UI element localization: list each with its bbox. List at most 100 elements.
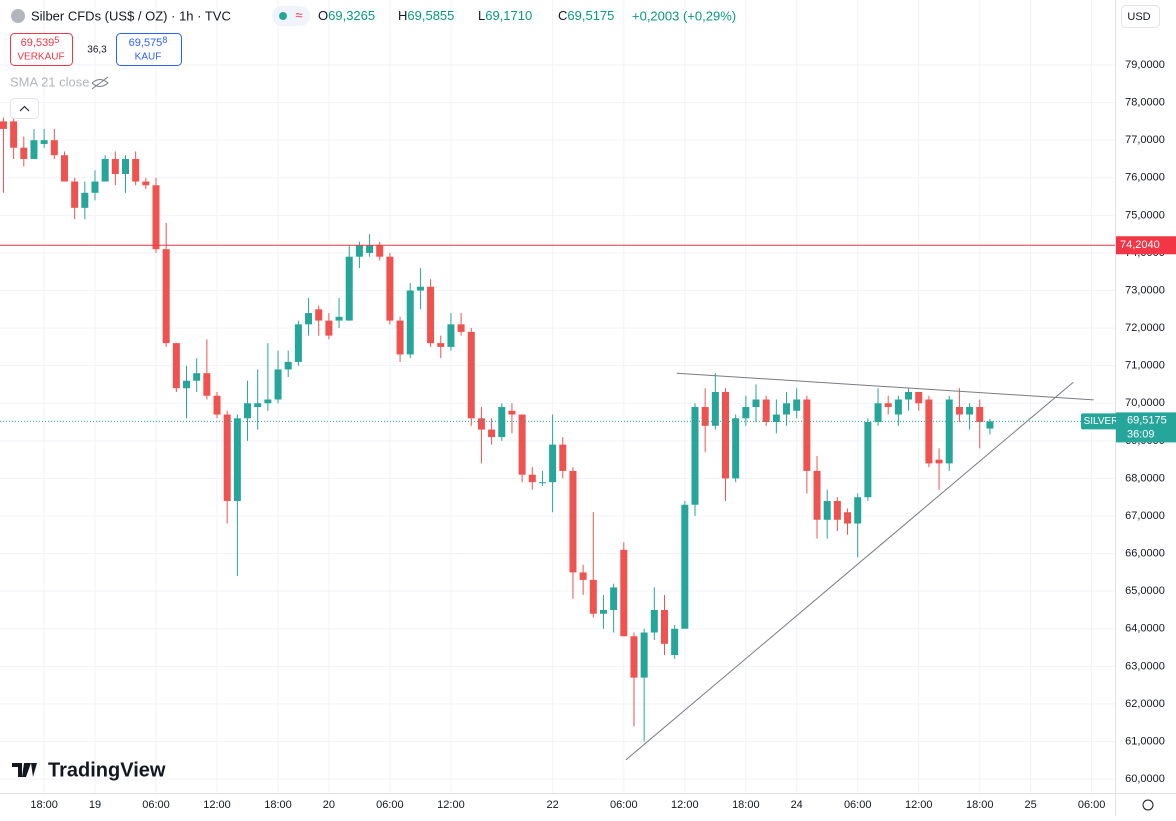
candle-body [783, 403, 791, 415]
candle-body [264, 399, 272, 404]
candle-body [355, 245, 363, 257]
candle-body [803, 399, 811, 471]
candle-body [742, 407, 750, 419]
collapse-button[interactable] [10, 98, 39, 119]
candle-body [518, 414, 526, 475]
candle-body [894, 399, 902, 415]
candle-body [498, 407, 506, 438]
candle-body [711, 391, 719, 426]
candle-body [538, 482, 546, 484]
currency-button[interactable] [1121, 5, 1160, 28]
horizontal-line-label: 74,2040 [1120, 239, 1160, 251]
sell-label: VERKAUF [17, 52, 64, 63]
buy-button[interactable] [116, 33, 182, 66]
sell-button[interactable] [10, 33, 73, 66]
candle-body [833, 500, 841, 520]
ohlc-prefix: H [398, 8, 407, 23]
candle-body [366, 245, 374, 253]
candle-body [91, 181, 99, 193]
hide-icon[interactable] [91, 76, 109, 90]
x-tick-label: 22 [546, 799, 558, 811]
buy-price: 69,5758 [129, 35, 168, 49]
candle-body [437, 343, 445, 347]
y-tick-label: 67,0000 [1125, 510, 1165, 522]
candle-body [620, 549, 628, 637]
candle-body [335, 316, 343, 321]
candle-body [854, 497, 862, 524]
candle-body [945, 399, 953, 464]
y-tick-label: 64,0000 [1125, 623, 1165, 635]
candle-body [660, 609, 668, 644]
candle-body [691, 407, 699, 505]
candle-body [193, 373, 201, 381]
candle-body [111, 158, 119, 175]
candle-body [905, 391, 913, 400]
candle-body [844, 512, 852, 524]
candle-body [274, 369, 282, 400]
candle-body [20, 147, 28, 159]
candle-body [447, 324, 455, 347]
candle-body [864, 422, 872, 498]
candle-body [396, 320, 404, 355]
trend-line [625, 381, 1074, 761]
candle-body [467, 331, 475, 419]
status-pill[interactable] [272, 6, 310, 26]
candle-body [915, 391, 923, 404]
ohlc-value: 69,3265 [328, 8, 375, 23]
candle-body [233, 418, 241, 501]
candle-body [752, 399, 760, 408]
candle-body [935, 459, 943, 464]
candle-body [813, 470, 821, 520]
candle-body [986, 421, 994, 429]
x-tick-label: 06:00 [610, 799, 638, 811]
logo-text: TradingView [48, 759, 166, 781]
candle-body [60, 155, 68, 182]
candle-body [640, 632, 648, 678]
candle-body [793, 399, 801, 411]
indicator-label: SMA 21 close [10, 74, 90, 89]
x-tick-label: 18:00 [732, 799, 760, 811]
ohlc-values: O69,3265 H69,5855 L69,1710 C69,5175 +0,2003 … [318, 8, 736, 23]
last-price-label: 69,5175 [1127, 414, 1167, 426]
candle-body [925, 399, 933, 464]
candle-body [71, 181, 79, 208]
settings-icon[interactable] [1142, 799, 1154, 811]
candle-body [599, 609, 607, 614]
marks [0, 117, 1115, 761]
candle-body [132, 158, 140, 182]
x-tick-label: 06:00 [142, 799, 170, 811]
y-tick-label: 72,0000 [1125, 322, 1165, 334]
sell-price-main: 69,539 [21, 37, 55, 49]
x-tick-label: 12:00 [203, 799, 231, 811]
ohlc-item: O69,3265 [318, 8, 375, 23]
candle-body [610, 587, 618, 610]
y-tick-label: 78,0000 [1125, 97, 1165, 109]
y-tick-label: 60,0000 [1125, 773, 1165, 785]
candle-body [549, 444, 557, 483]
market-open-dot [279, 12, 287, 20]
candle-body [701, 407, 709, 426]
candle-body [823, 500, 831, 520]
candle-body [386, 256, 394, 321]
x-tick-label: 12:00 [671, 799, 699, 811]
x-tick-label: 18:00 [30, 799, 58, 811]
symbol-tag: SILVER [1084, 416, 1119, 427]
symbol-icon [11, 9, 25, 23]
ohlc-item: C69,5175 [558, 8, 614, 23]
y-tick-label: 73,0000 [1125, 284, 1165, 296]
candle-body [427, 286, 435, 344]
candle-body [30, 140, 38, 159]
trend-line [676, 372, 1094, 401]
last-price-label-bg [1116, 412, 1176, 443]
candle-body [81, 192, 89, 208]
y-tick-label: 62,0000 [1125, 698, 1165, 710]
y-tick-label: 75,0000 [1125, 209, 1165, 221]
candle-body [488, 429, 496, 438]
candle-body [121, 158, 129, 175]
candle-body [650, 609, 658, 633]
candle-body [213, 395, 221, 415]
candle-body [457, 324, 465, 332]
candle-body [416, 286, 424, 291]
